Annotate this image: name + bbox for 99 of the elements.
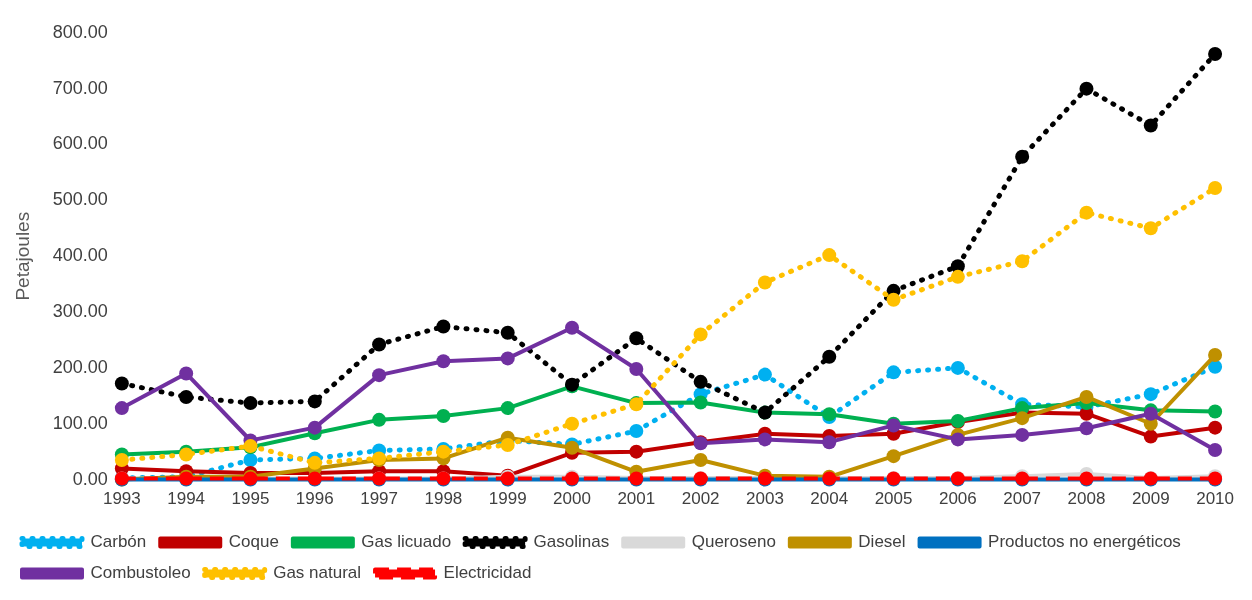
- point: [950, 432, 965, 447]
- point: [693, 453, 708, 468]
- point: [179, 389, 194, 404]
- point: [1143, 387, 1158, 402]
- x-tick-label: 1999: [488, 489, 527, 509]
- point: [1015, 149, 1030, 164]
- point: [114, 376, 129, 391]
- y-tick-label: 300.00: [52, 301, 108, 322]
- point: [629, 444, 644, 459]
- x-tick-label: 1998: [424, 489, 463, 509]
- x-tick-label: 2003: [746, 489, 784, 509]
- point: [886, 449, 901, 464]
- point: [822, 349, 837, 364]
- point: [629, 331, 644, 346]
- point: [757, 432, 772, 447]
- point: [307, 394, 322, 409]
- x-tick-label: 2010: [1196, 489, 1234, 509]
- point: [179, 366, 194, 381]
- y-axis-title: Petajoules: [11, 211, 33, 301]
- point: [950, 360, 965, 375]
- legend-label: Combustoleo: [90, 563, 191, 583]
- point: [757, 275, 772, 290]
- point: [436, 319, 451, 334]
- x-tick-label: 2000: [553, 489, 591, 509]
- legend-label: Productos no energéticos: [988, 532, 1181, 552]
- point: [243, 396, 258, 411]
- point: [565, 320, 580, 335]
- point: [1079, 81, 1094, 96]
- point: [1208, 420, 1223, 435]
- point: [307, 420, 322, 435]
- point: [1208, 404, 1223, 419]
- legend-label: Gas natural: [273, 563, 362, 583]
- point: [757, 367, 772, 382]
- point: [307, 455, 322, 470]
- y-tick-label: 200.00: [52, 356, 108, 377]
- point: [1208, 181, 1223, 196]
- y-tick-label: 100.00: [52, 412, 108, 433]
- y-tick-label: 600.00: [52, 133, 108, 154]
- point: [693, 374, 708, 389]
- x-tick-label: 1996: [295, 489, 334, 509]
- legend-label: Electricidad: [443, 563, 532, 583]
- point: [1208, 348, 1223, 363]
- point: [1015, 254, 1030, 269]
- x-tick-label: 2001: [617, 489, 656, 509]
- point: [500, 325, 515, 340]
- x-tick-label: 1997: [360, 489, 398, 509]
- y-tick-label: 800.00: [52, 21, 108, 42]
- point: [1208, 359, 1223, 374]
- legend-label: Coque: [228, 532, 279, 552]
- point: [500, 351, 515, 366]
- point: [565, 416, 580, 431]
- x-tick-label: 1995: [231, 489, 270, 509]
- point: [1079, 421, 1094, 436]
- point: [1015, 427, 1030, 442]
- point: [822, 248, 837, 263]
- point: [950, 269, 965, 284]
- point: [114, 401, 129, 416]
- point: [1079, 389, 1094, 404]
- point: [629, 362, 644, 377]
- point: [243, 453, 258, 468]
- y-tick-label: 400.00: [52, 245, 108, 266]
- point: [372, 368, 387, 383]
- point: [372, 412, 387, 427]
- y-tick-label: 700.00: [52, 77, 108, 98]
- point: [886, 365, 901, 380]
- point: [693, 395, 708, 410]
- x-tick-label: 2009: [1131, 489, 1170, 509]
- point: [500, 437, 515, 452]
- x-tick-label: 2008: [1067, 489, 1106, 509]
- point: [822, 435, 837, 450]
- point: [629, 424, 644, 439]
- legend-label: Queroseno: [691, 532, 776, 552]
- x-tick-label: 2002: [681, 489, 720, 509]
- point: [372, 337, 387, 352]
- y-tick-label: 0.00: [72, 468, 108, 489]
- point: [1143, 429, 1158, 444]
- point: [1208, 443, 1223, 457]
- x-tick-label: 2005: [874, 489, 913, 509]
- x-tick-label: 2004: [810, 489, 849, 509]
- x-tick-label: 2007: [1003, 489, 1042, 509]
- x-tick-label: 2006: [938, 489, 977, 509]
- point: [436, 408, 451, 423]
- point: [693, 327, 708, 342]
- point: [436, 354, 451, 369]
- point: [1208, 47, 1223, 62]
- y-tick-label: 500.00: [52, 189, 108, 210]
- point: [1079, 205, 1094, 220]
- point: [1143, 118, 1158, 133]
- legend-label: Diesel: [858, 532, 906, 552]
- legend-label: Gas licuado: [361, 532, 452, 552]
- point: [1143, 221, 1158, 236]
- legend-label: Gasolinas: [533, 532, 610, 552]
- legend-label: Carbón: [90, 532, 147, 552]
- x-tick-label: 1993: [102, 489, 141, 509]
- point: [114, 453, 129, 468]
- point: [500, 401, 515, 416]
- x-tick-label: 1994: [167, 489, 206, 509]
- point: [1015, 411, 1030, 426]
- point: [886, 292, 901, 307]
